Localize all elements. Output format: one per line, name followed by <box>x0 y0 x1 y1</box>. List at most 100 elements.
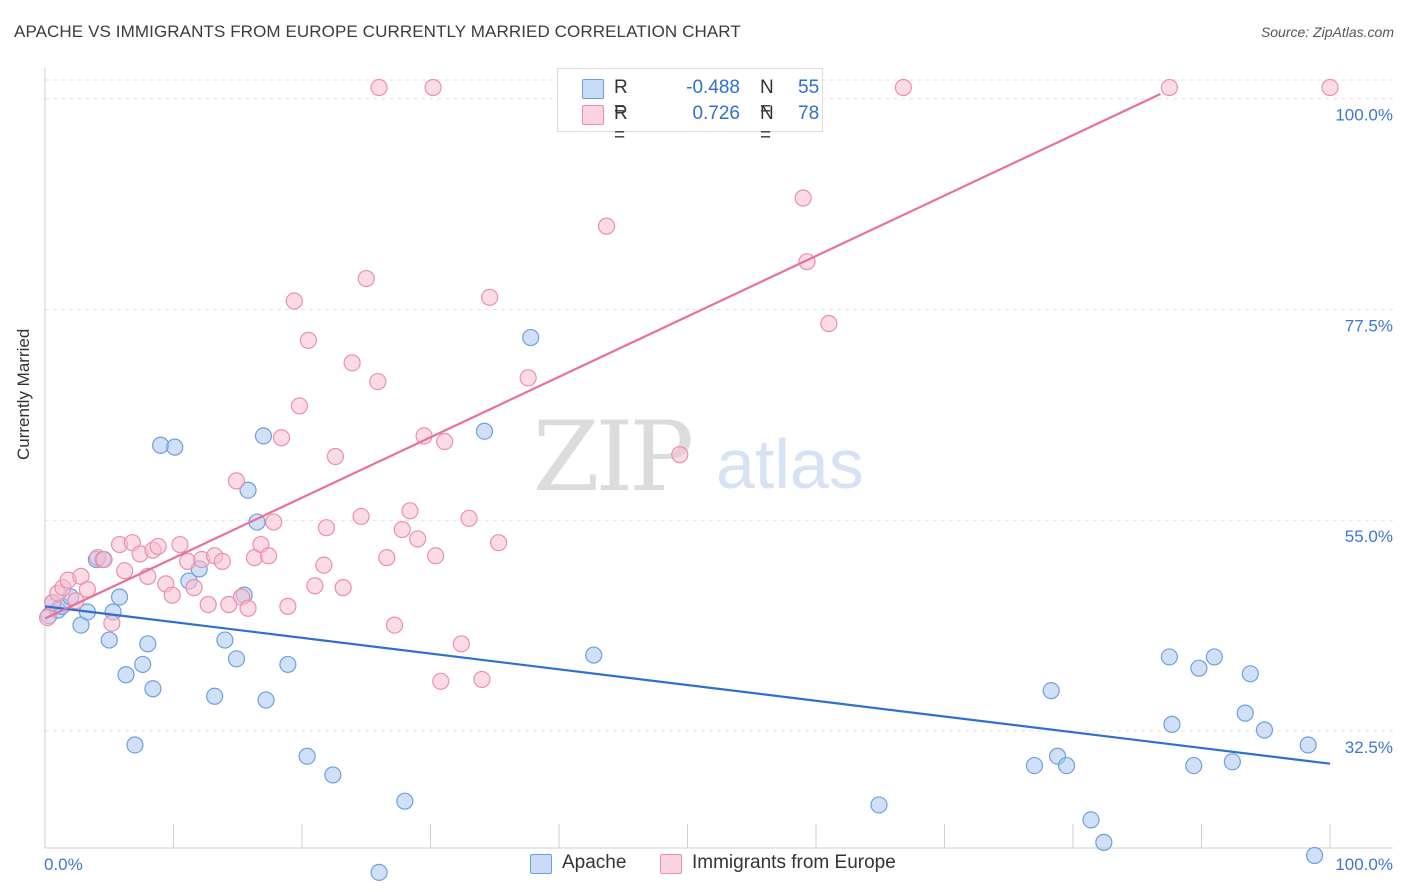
europe-point <box>481 288 499 306</box>
apache-point <box>139 635 157 653</box>
europe-point <box>452 635 470 653</box>
apache-point <box>126 736 144 754</box>
europe-point <box>290 397 309 415</box>
apache-point <box>1190 659 1208 677</box>
europe-point <box>1160 78 1178 97</box>
apache-point <box>1057 756 1076 775</box>
apache-point <box>870 796 888 814</box>
europe-point <box>1321 78 1339 97</box>
apache-point <box>254 427 273 445</box>
apache-point <box>1299 736 1317 754</box>
apache-point <box>1223 753 1241 771</box>
y-tick-label: 32.5% <box>1345 738 1393 757</box>
r-label: R = <box>614 77 628 120</box>
europe-legend-swatch <box>660 854 682 874</box>
apache-point <box>1255 721 1274 739</box>
apache-point <box>144 680 162 698</box>
apache-legend-swatch <box>530 854 552 874</box>
apache-r-value: -0.488 <box>686 77 740 98</box>
y-axis-label: Currently Married <box>14 328 33 460</box>
europe-point <box>285 292 303 310</box>
europe-point <box>179 552 197 571</box>
europe-point <box>227 472 246 490</box>
europe-point <box>378 549 396 567</box>
chart-title: APACHE VS IMMIGRANTS FROM EUROPE CURRENT… <box>14 22 741 41</box>
europe-point <box>473 670 491 689</box>
apache-point <box>1025 756 1044 775</box>
europe-point <box>409 530 427 548</box>
europe-point <box>597 217 616 235</box>
apache-swatch <box>582 79 604 99</box>
apache-point <box>396 792 414 810</box>
apache-point <box>1163 715 1181 733</box>
r-label: R = <box>614 103 628 146</box>
apache-point <box>1205 648 1223 666</box>
apache-point <box>110 588 129 606</box>
europe-n-value: 78 <box>798 103 820 124</box>
apache-point <box>1082 811 1100 829</box>
europe-point <box>357 269 375 288</box>
europe-swatch <box>582 105 604 125</box>
apache-point <box>100 631 118 649</box>
europe-point <box>490 534 508 552</box>
apache-point <box>227 650 246 668</box>
apache-point <box>206 687 224 705</box>
europe-point <box>213 552 231 571</box>
apache-point <box>1160 648 1178 666</box>
europe-point <box>385 616 404 634</box>
apache-point <box>585 646 603 664</box>
apache-point <box>117 666 135 684</box>
apache-point <box>1236 704 1254 722</box>
apache-point <box>1305 846 1324 865</box>
europe-point <box>272 429 291 447</box>
europe-point <box>436 432 454 451</box>
europe-point <box>306 577 324 595</box>
source-credit: Source: ZipAtlas.com <box>1260 24 1394 40</box>
europe-r-value: 0.726 <box>692 103 740 124</box>
watermark-zip: ZIP <box>533 401 692 513</box>
x-tick-label: 0.0% <box>44 855 83 874</box>
europe-point <box>370 78 388 97</box>
y-tick-label: 55.0% <box>1345 527 1393 546</box>
apache-point <box>475 422 494 440</box>
europe-point <box>393 520 411 539</box>
europe-point <box>220 595 238 614</box>
europe-point <box>163 586 181 604</box>
apache-point <box>216 631 234 649</box>
apache-point <box>257 691 275 709</box>
europe-point <box>326 447 345 466</box>
apache-point <box>166 438 184 456</box>
n-label: N = <box>760 103 774 146</box>
x-tick-label: 100.0% <box>1335 855 1393 874</box>
europe-point <box>185 579 203 597</box>
europe-point <box>369 372 387 391</box>
europe-point <box>671 446 689 464</box>
europe-point <box>299 331 318 349</box>
apache-point <box>522 328 540 347</box>
europe-point <box>894 78 912 97</box>
apache-point <box>1241 665 1259 683</box>
europe-point <box>460 509 478 527</box>
europe-point <box>149 537 167 556</box>
apache-point <box>1095 833 1113 851</box>
correlation-legend: R = -0.488 N = 55 R = 0.726 N = 78 <box>557 68 823 146</box>
n-label: N = <box>760 77 774 120</box>
europe-point <box>317 519 336 537</box>
europe-point <box>343 354 361 372</box>
watermark-atlas: atlas <box>716 425 864 503</box>
europe-point <box>794 189 812 207</box>
apache-point <box>134 655 152 674</box>
europe-trend-line <box>44 93 1161 620</box>
apache-point <box>239 481 257 499</box>
europe-point <box>259 547 278 565</box>
apache-point <box>298 747 316 765</box>
apache-point <box>1042 682 1060 700</box>
europe-point <box>265 513 283 531</box>
apache-point <box>1185 756 1203 775</box>
europe-point <box>427 547 445 565</box>
europe-point <box>432 672 450 690</box>
europe-legend-label: Immigrants from Europe <box>692 852 896 873</box>
apache-legend-label: Apache <box>562 852 627 873</box>
apache-point <box>152 436 170 454</box>
europe-point <box>401 502 419 520</box>
